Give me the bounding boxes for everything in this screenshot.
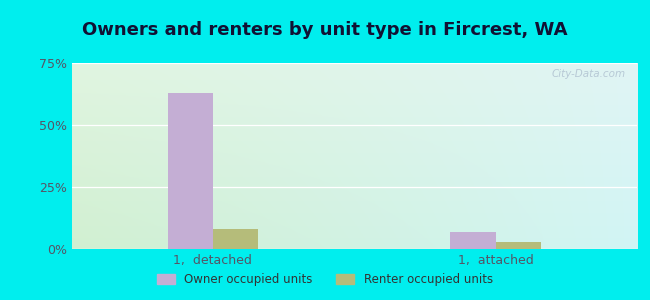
Text: Owners and renters by unit type in Fircrest, WA: Owners and renters by unit type in Fircr… [83,21,567,39]
Bar [450,232,495,249]
Text: City-Data.com: City-Data.com [552,69,626,79]
Legend: Owner occupied units, Renter occupied units: Owner occupied units, Renter occupied un… [153,269,497,291]
Bar [213,229,258,249]
Bar [495,242,541,249]
Bar [168,93,213,249]
